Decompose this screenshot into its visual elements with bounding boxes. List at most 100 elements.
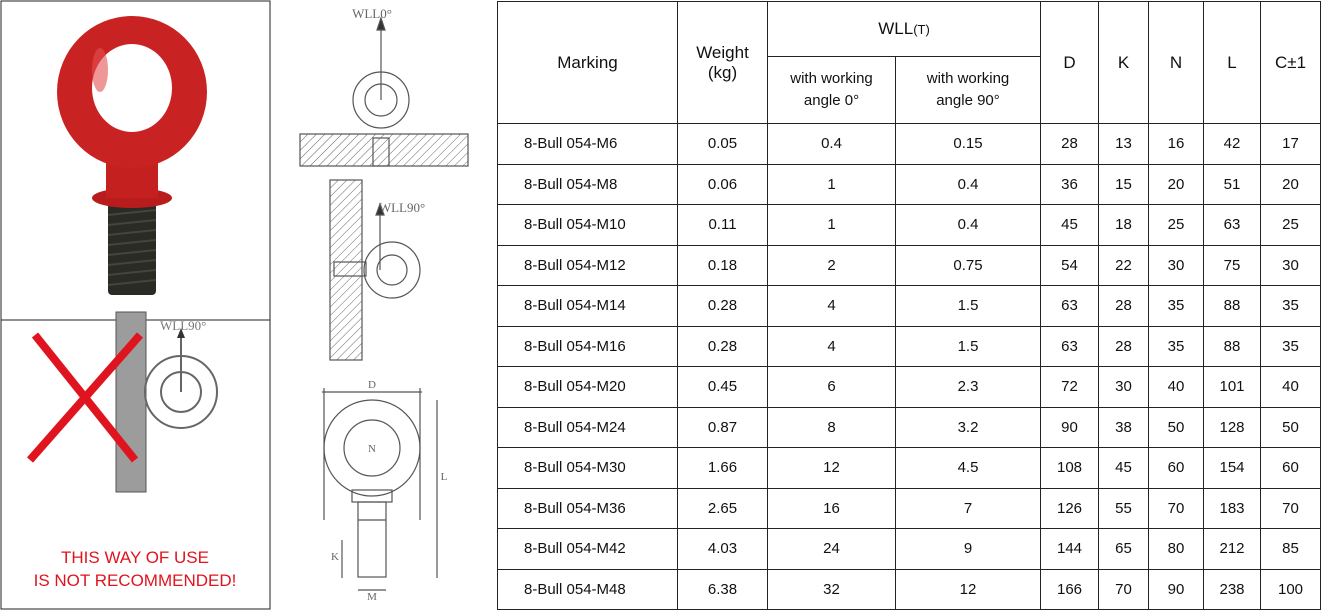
table-body: 8-Bull 054-M6 0.05 0.4 0.15 28 13 16 42 17 8-Bull… <box>497 123 1322 610</box>
value-cell: 3.2 <box>894 406 1042 448</box>
value-cell: 35 <box>1148 285 1205 327</box>
value-cell: 36 <box>1040 163 1100 205</box>
value-cell: 0.4 <box>894 204 1042 246</box>
value-cell: 144 <box>1040 528 1100 570</box>
value-cell: 18 <box>1098 204 1150 246</box>
value-cell: 35 <box>1260 285 1322 327</box>
value-cell: 28 <box>1040 123 1100 165</box>
value-cell: 50 <box>1260 406 1322 448</box>
value-cell: 2.65 <box>677 487 768 529</box>
value-cell: 108 <box>1040 447 1100 489</box>
value-cell: 28 <box>1098 285 1150 327</box>
value-cell: 4 <box>767 285 896 327</box>
marking-cell: 8-Bull 054-M36 <box>497 487 678 529</box>
value-cell: 4 <box>767 325 896 367</box>
value-cell: 1.5 <box>894 285 1042 327</box>
table-row: 8-Bull 054-M42 4.03 24 9 144 65 80 212 85 <box>497 528 1322 570</box>
value-cell: 7 <box>894 487 1042 529</box>
header-cell: WLL(T) <box>766 1 1042 57</box>
value-cell: 88 <box>1203 285 1262 327</box>
header-cell: with working angle 0° <box>767 56 896 124</box>
drawings: WLL0° WLL90° D N L K M <box>299 6 469 603</box>
value-cell: 238 <box>1203 568 1262 610</box>
value-cell: 30 <box>1098 366 1150 408</box>
value-cell: 22 <box>1098 244 1150 286</box>
value-cell: 60 <box>1148 447 1205 489</box>
value-cell: 0.28 <box>677 325 768 367</box>
value-cell: 88 <box>1203 325 1262 367</box>
header-text: with working <box>926 70 1010 87</box>
value-cell: 0.4 <box>767 123 896 165</box>
value-cell: 65 <box>1098 528 1150 570</box>
header-text: Weight <box>696 42 749 62</box>
value-cell: 2 <box>767 244 896 286</box>
value-cell: 40 <box>1260 366 1322 408</box>
value-cell: 20 <box>1260 163 1322 205</box>
drawing-label: WLL90° <box>379 200 425 215</box>
warning-text: IS NOT RECOMMENDED! <box>33 571 237 590</box>
value-cell: 70 <box>1148 487 1205 529</box>
dimension-label: N <box>368 443 376 455</box>
value-cell: 0.11 <box>677 204 768 246</box>
value-cell: 1 <box>767 163 896 205</box>
value-cell: 24 <box>767 528 896 570</box>
value-cell: 85 <box>1260 528 1322 570</box>
value-cell: 0.28 <box>677 285 768 327</box>
value-cell: 38 <box>1098 406 1150 448</box>
value-cell: 126 <box>1040 487 1100 529</box>
value-cell: 12 <box>767 447 896 489</box>
warning-wll-label: WLL90° <box>160 318 206 333</box>
table-row: 8-Bull 054-M36 2.65 16 7 126 55 70 183 70 <box>497 487 1322 529</box>
marking-cell: 8-Bull 054-M42 <box>497 528 678 570</box>
value-cell: 128 <box>1203 406 1262 448</box>
value-cell: 13 <box>1098 123 1150 165</box>
value-cell: 1.66 <box>677 447 768 489</box>
value-cell: 45 <box>1098 447 1150 489</box>
header-cell: Marking <box>497 1 678 124</box>
value-cell: 35 <box>1148 325 1205 367</box>
value-cell: 166 <box>1040 568 1100 610</box>
header-cell: C±1 <box>1260 1 1322 124</box>
table-row: 8-Bull 054-M14 0.28 4 1.5 63 28 35 88 35 <box>497 285 1322 327</box>
value-cell: 6 <box>767 366 896 408</box>
dimension-label: K <box>331 551 339 563</box>
header-text: with working <box>790 70 873 87</box>
value-cell: 212 <box>1203 528 1262 570</box>
header-text: (T) <box>913 22 930 37</box>
value-cell: 0.05 <box>677 123 768 165</box>
warning-text: THIS WAY OF USE <box>61 548 209 567</box>
header-cell: K <box>1098 1 1150 124</box>
value-cell: 42 <box>1203 123 1262 165</box>
value-cell: 6.38 <box>677 568 768 610</box>
header-text: (kg) <box>707 62 738 82</box>
header-cell: Weight (kg) <box>677 1 768 124</box>
table-row: 8-Bull 054-M48 6.38 32 12 166 70 90 238 100 <box>497 568 1322 610</box>
value-cell: 35 <box>1260 325 1322 367</box>
value-cell: 51 <box>1203 163 1262 205</box>
table-row: 8-Bull 054-M12 0.18 2 0.75 54 22 30 75 30 <box>497 244 1322 286</box>
value-cell: 1.5 <box>894 325 1042 367</box>
dimension-label: M <box>367 591 377 603</box>
value-cell: 80 <box>1148 528 1205 570</box>
warning-image: WLL90° <box>26 311 218 493</box>
value-cell: 16 <box>1148 123 1205 165</box>
value-cell: 9 <box>894 528 1042 570</box>
value-cell: 20 <box>1148 163 1205 205</box>
value-cell: 0.06 <box>677 163 768 205</box>
value-cell: 8 <box>767 406 896 448</box>
drawing-label: WLL0° <box>352 6 392 21</box>
marking-cell: 8-Bull 054-M48 <box>497 568 678 610</box>
marking-cell: 8-Bull 054-M12 <box>497 244 678 286</box>
left-panel: WLL90° <box>0 0 271 610</box>
value-cell: 75 <box>1203 244 1262 286</box>
value-cell: 100 <box>1260 568 1322 610</box>
value-cell: 45 <box>1040 204 1100 246</box>
value-cell: 154 <box>1203 447 1262 489</box>
value-cell: 0.4 <box>894 163 1042 205</box>
value-cell: 4.03 <box>677 528 768 570</box>
value-cell: 16 <box>767 487 896 529</box>
table-row: 8-Bull 054-M24 0.87 8 3.2 90 38 50 128 50 <box>497 406 1322 448</box>
value-cell: 25 <box>1148 204 1205 246</box>
table-row: 8-Bull 054-M20 0.45 6 2.3 72 30 40 101 40 <box>497 366 1322 408</box>
